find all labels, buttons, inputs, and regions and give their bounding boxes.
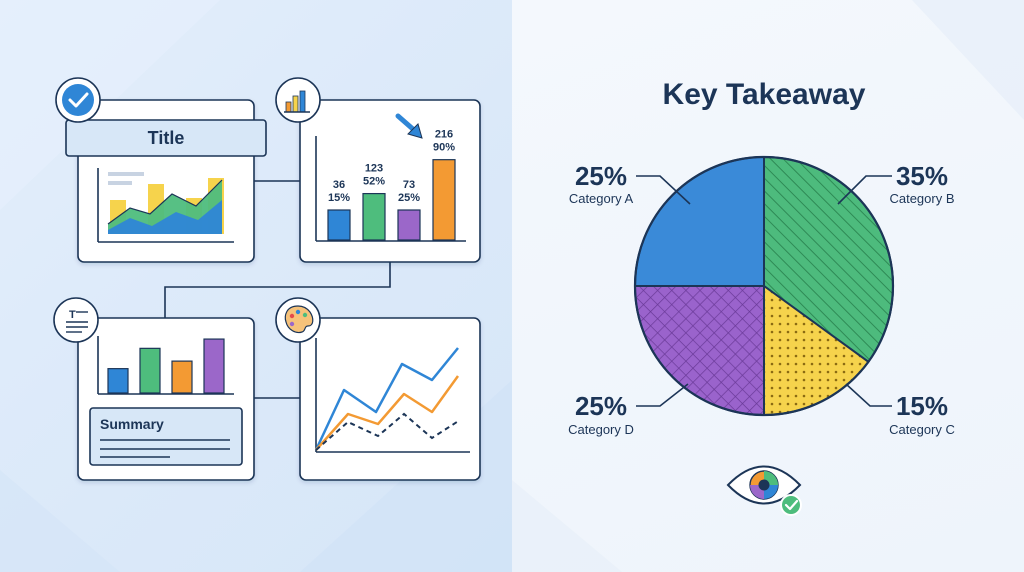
bar-percent-label: 90%: [433, 142, 455, 154]
pie-chart: [633, 155, 895, 417]
card-summary[interactable]: Summary: [77, 317, 255, 481]
bar-chart-icon: [275, 77, 321, 123]
pie-category-a: Category A: [569, 191, 634, 206]
pie-category-d: Category D: [568, 422, 634, 437]
connectors: [164, 180, 391, 399]
area-blue: [108, 200, 222, 234]
line-series-dashed: [315, 412, 461, 451]
connector-card2-card3: [164, 262, 391, 318]
card-title-chart[interactable]: Title: [65, 99, 267, 263]
bar: [432, 159, 456, 241]
pie-slice-category-d: [633, 285, 765, 417]
leader-line-c: [845, 383, 892, 407]
text-lines-icon: T: [53, 297, 99, 343]
trend-arrow-icon: [395, 113, 423, 139]
bar-percent-label: 25%: [398, 192, 420, 204]
card-line-chart[interactable]: [299, 317, 481, 481]
bar: [171, 360, 193, 394]
summary-title: Summary: [100, 416, 164, 432]
bar: [139, 347, 161, 394]
svg-text:T: T: [69, 309, 76, 321]
leader-line-a: [636, 175, 691, 205]
leader-lines: [636, 175, 892, 407]
palette-icon: [275, 297, 321, 343]
bar-value-label: 73: [403, 179, 415, 191]
pie-category-c: Category C: [889, 422, 955, 437]
bar-value-label: 123: [365, 163, 383, 175]
bar: [397, 209, 421, 241]
bar-percent-label: 52%: [363, 176, 385, 188]
card3-bar-group: [107, 338, 225, 394]
bar: [362, 192, 386, 241]
line-series-blue: [314, 347, 459, 451]
pie-label-b: 35% Category B: [889, 161, 954, 206]
card1-title: Title: [148, 128, 185, 148]
pie-category-b: Category B: [889, 191, 954, 206]
placeholder-line: [108, 172, 144, 176]
check-icon: [55, 77, 101, 123]
bar-value-label: 216: [435, 129, 453, 141]
placeholder-line: [108, 181, 132, 185]
pie-value-a: 25%: [575, 161, 627, 191]
pie-value-c: 15%: [896, 391, 948, 421]
bar-value-label: 36: [333, 179, 345, 191]
bar-percent-label: 15%: [328, 192, 350, 204]
bar: [327, 209, 351, 241]
pie-value-b: 35%: [896, 161, 948, 191]
bar: [107, 368, 129, 394]
title-banner: [65, 119, 267, 157]
pie-label-a: 25% Category A: [569, 161, 634, 206]
key-takeaway-heading: Key Takeaway: [663, 78, 866, 111]
summary-box: [89, 407, 243, 466]
pie-label-d: 25% Category D: [568, 391, 634, 437]
eye-check-icon: [726, 465, 802, 516]
leader-line-d: [636, 383, 689, 407]
right-decor: [512, 0, 1024, 572]
leader-line-b: [837, 175, 892, 205]
pie-label-c: 15% Category C: [889, 391, 955, 437]
line-series-orange: [315, 375, 460, 451]
pie-value-d: 25%: [575, 391, 627, 421]
bar: [203, 338, 225, 394]
